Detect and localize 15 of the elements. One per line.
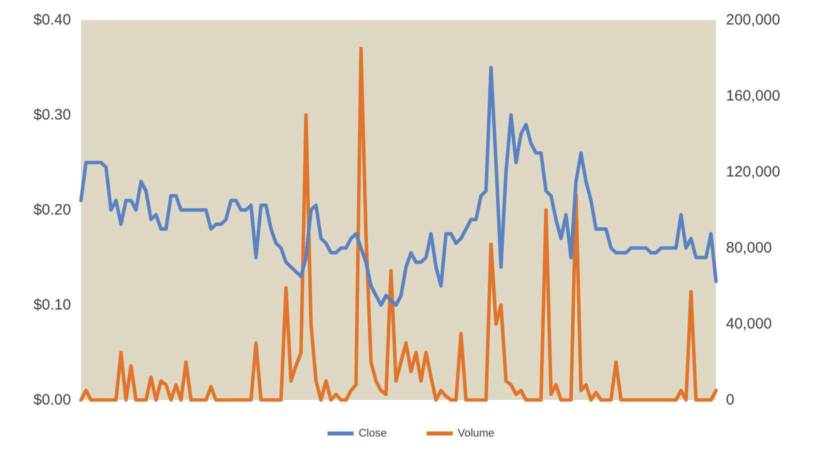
y-tick-label: $0.00 <box>33 392 71 408</box>
y2-tick-label: 120,000 <box>726 164 780 180</box>
y-tick-label: $0.10 <box>33 296 71 314</box>
y2-tick-label: 0 <box>726 392 734 408</box>
y2-tick-label: 40,000 <box>726 316 772 332</box>
y2-tick-label: 200,000 <box>726 12 780 28</box>
y-tick-label: $0.40 <box>33 12 71 28</box>
y-tick-label: $0.30 <box>33 106 71 124</box>
legend-label: Volume <box>458 428 494 440</box>
y-tick-label: $0.20 <box>33 202 71 218</box>
line-series <box>79 66 718 307</box>
y2-tick-label: 80,000 <box>726 240 772 256</box>
line-series <box>79 46 718 402</box>
legend-label: Close <box>358 428 387 440</box>
y2-tick-label: 160,000 <box>726 88 780 104</box>
